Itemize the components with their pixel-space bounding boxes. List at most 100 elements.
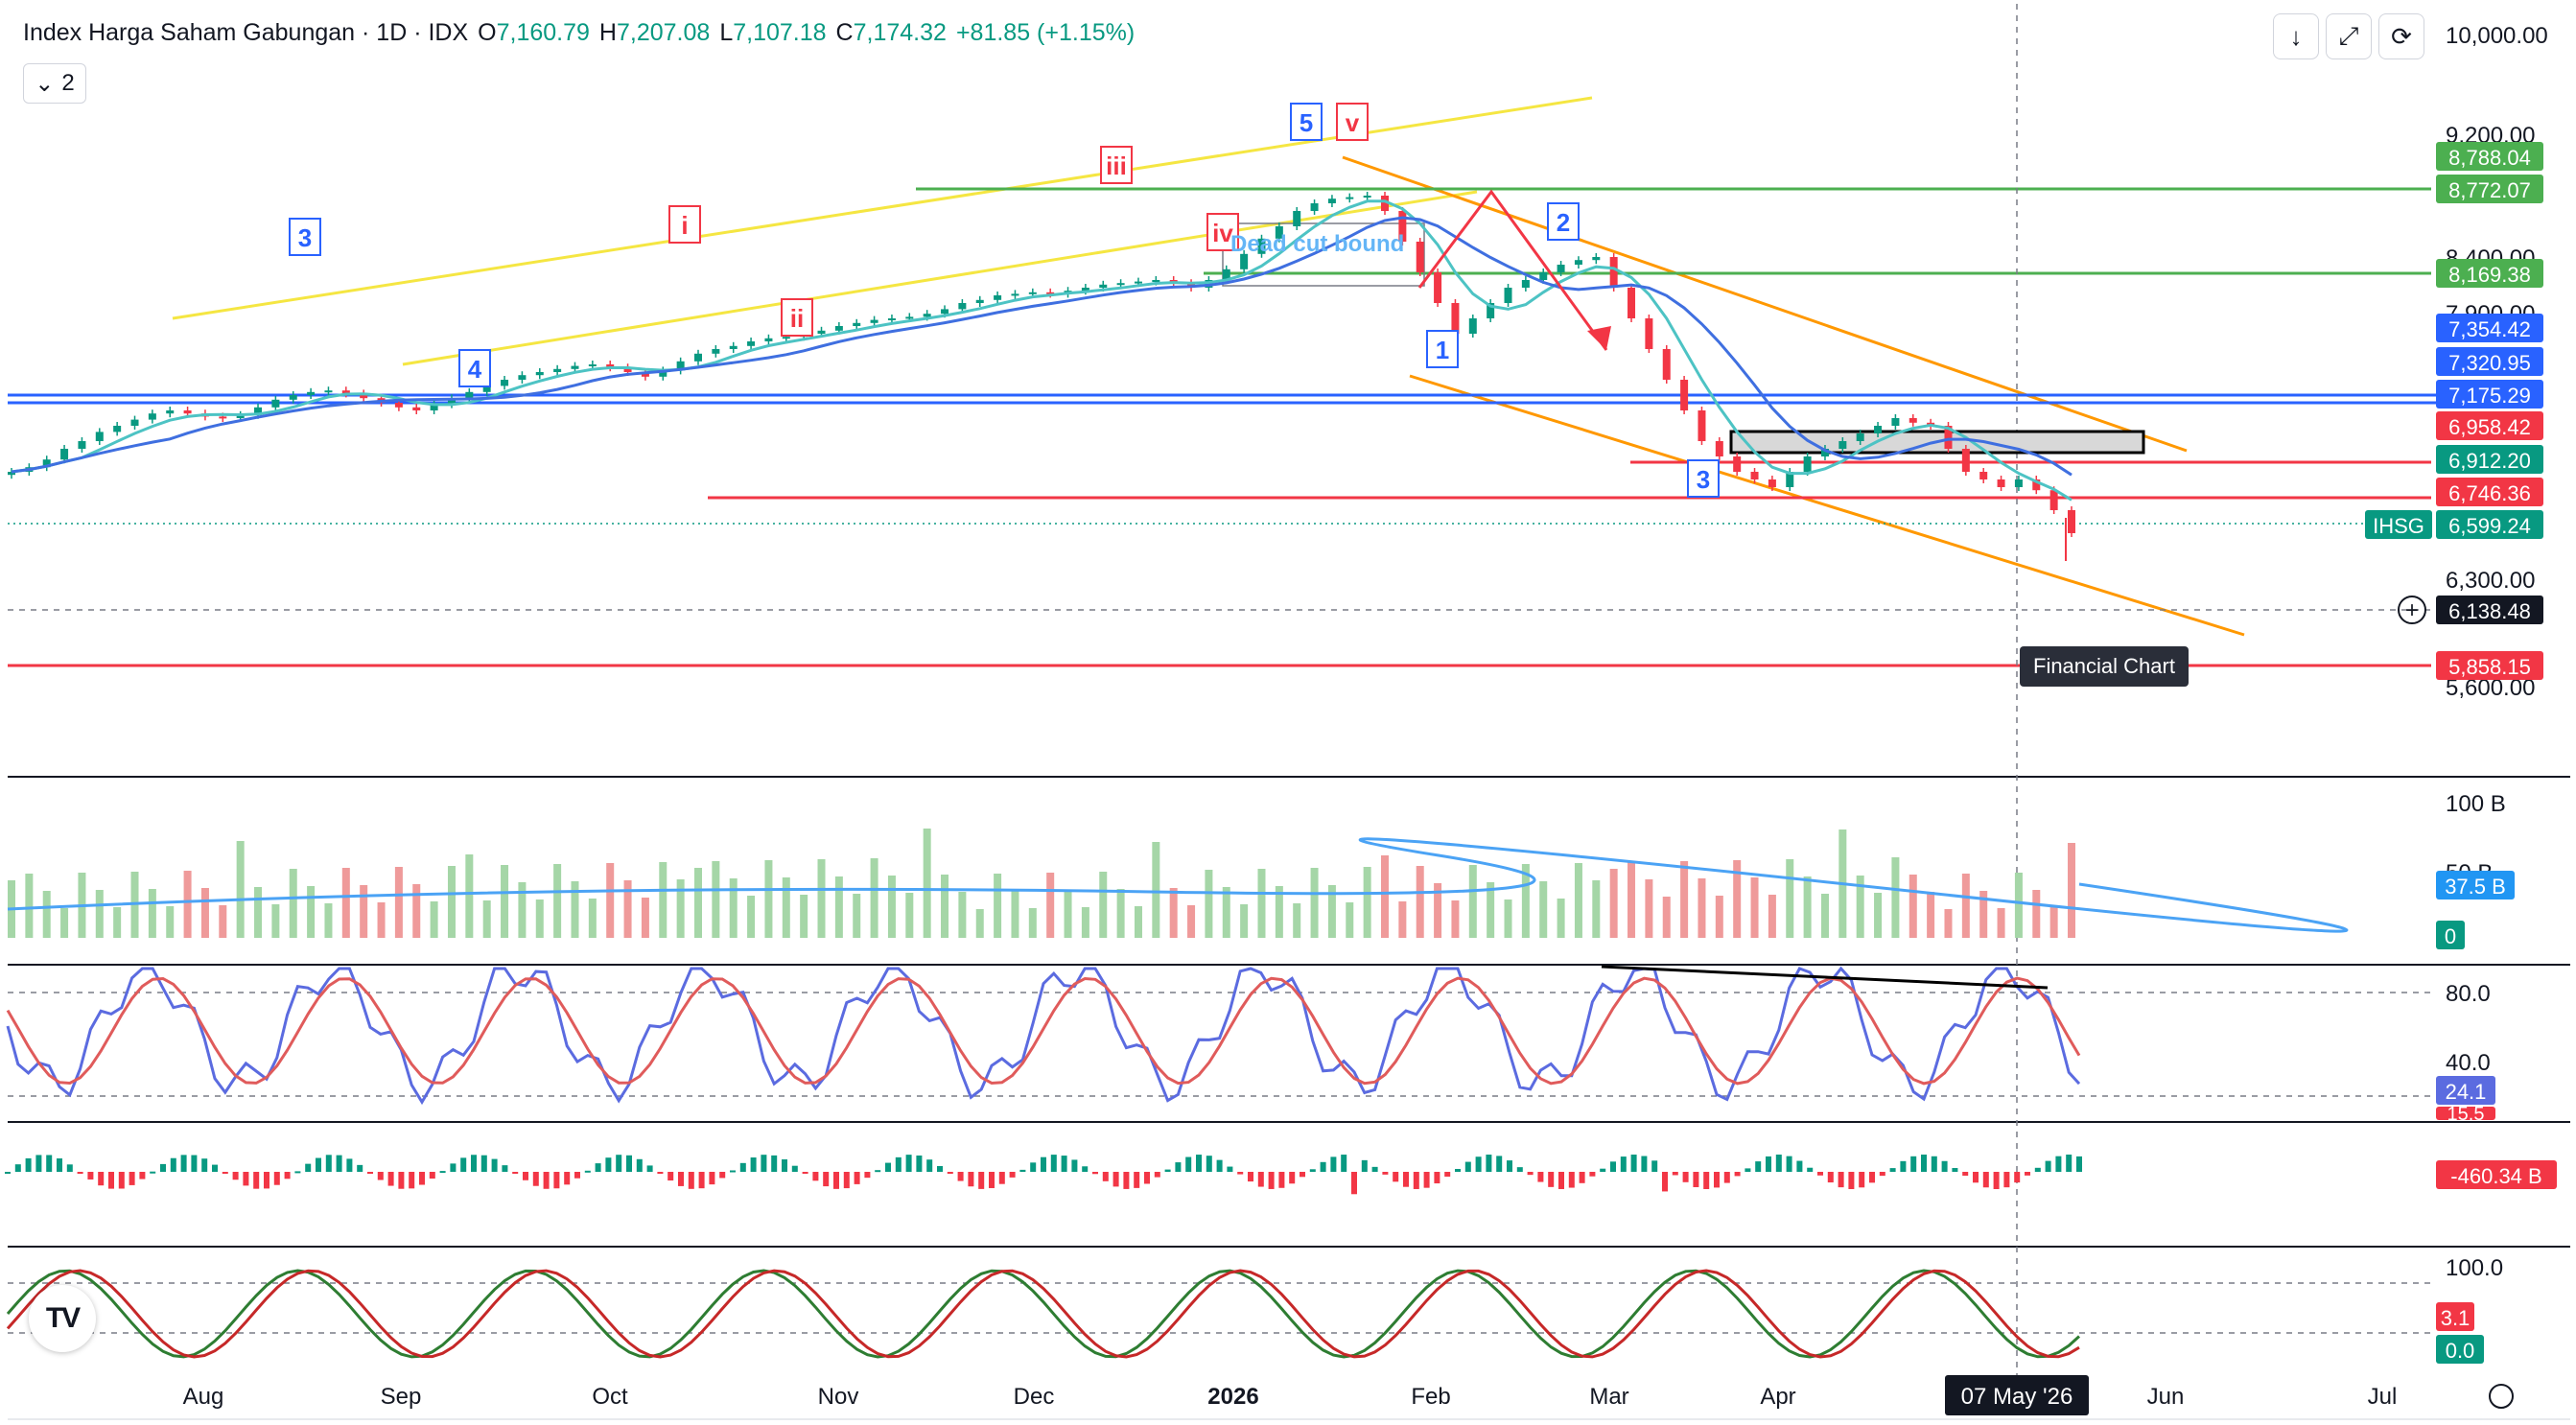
flow-bar: [1755, 1161, 1762, 1172]
indicators-toggle[interactable]: ⌄ 2: [23, 63, 86, 104]
flow-bar: [305, 1163, 312, 1172]
tradingview-logo[interactable]: TV: [29, 1285, 96, 1352]
volume-zero-box: [2436, 921, 2465, 949]
volume-bar: [1416, 866, 1424, 938]
volume-bar: [430, 901, 438, 938]
wave-label: v: [1346, 108, 1360, 137]
candle-body: [465, 391, 474, 399]
flow-bar: [1723, 1172, 1730, 1183]
volume-bar: [1451, 900, 1460, 938]
volume-bar: [1011, 891, 1019, 938]
volume-bar: [1099, 872, 1108, 938]
flow-bar: [1144, 1172, 1150, 1184]
volume-bar: [659, 862, 667, 938]
flow-bar: [905, 1155, 912, 1172]
volume-bar: [1944, 909, 1953, 938]
flow-bar: [667, 1172, 674, 1181]
time-axis-label: Oct: [592, 1384, 628, 1410]
flow-bar: [1537, 1172, 1544, 1182]
flow-bar: [688, 1172, 694, 1189]
dead-cut-bound-label: Dead cut bound: [1230, 231, 1404, 257]
candle-body: [1293, 211, 1301, 226]
volume-bar: [1081, 907, 1089, 938]
candle-body: [501, 380, 509, 386]
fullscreen-button[interactable]: ⤢: [2326, 13, 2372, 59]
volume-bar: [641, 898, 649, 938]
screenshot-button[interactable]: ⟳: [2378, 13, 2424, 59]
flow-bar: [646, 1165, 653, 1172]
candle-body: [1891, 418, 1900, 426]
flow-bar: [1393, 1172, 1399, 1182]
flow-bar: [108, 1172, 114, 1189]
download-button[interactable]: ↓: [2273, 13, 2319, 59]
candle-body: [994, 295, 1002, 300]
volume-bar: [236, 841, 245, 938]
volume-bar: [764, 860, 773, 938]
rsi-value: 24.1: [2446, 1080, 2487, 1104]
volume-bar: [1628, 862, 1636, 938]
volume-bar: [1997, 908, 2005, 938]
candle-body: [975, 299, 984, 303]
flow-bar: [1289, 1172, 1296, 1184]
candle-body: [42, 459, 51, 468]
volume-bar: [360, 885, 368, 938]
flow-bar: [782, 1158, 787, 1172]
time-axis-label: Apr: [1760, 1384, 1795, 1410]
wave-label-box: [1687, 459, 1720, 498]
candle-body: [1557, 265, 1565, 272]
flow-bar: [1962, 1172, 1969, 1177]
volume-bar: [694, 868, 702, 938]
candle-body: [1134, 281, 1142, 284]
flow-bar: [1921, 1155, 1927, 1172]
flow-bar: [1134, 1172, 1140, 1188]
volume-bar: [553, 864, 562, 938]
volume-bar: [1187, 905, 1196, 938]
candle-body: [712, 349, 720, 354]
flow-bar: [698, 1172, 705, 1189]
flow-bar: [191, 1155, 198, 1172]
rsi-value-box: [2436, 1076, 2495, 1105]
flow-bar: [439, 1171, 446, 1174]
volume-bar: [1398, 901, 1407, 938]
candle-body: [1750, 472, 1759, 479]
price-label: 7,320.95: [2448, 351, 2531, 375]
flow-bar: [1516, 1167, 1523, 1172]
flow-bar: [1050, 1155, 1057, 1172]
flow-bar: [1848, 1172, 1855, 1189]
flow-bar: [823, 1172, 830, 1187]
volume-bar: [113, 907, 122, 938]
flow-bar: [1579, 1172, 1585, 1183]
time-axis-label: Jul: [2368, 1384, 2398, 1410]
flow-bar: [1682, 1172, 1689, 1182]
flow-value: -460.34 B: [2450, 1164, 2541, 1188]
flow-bar: [1910, 1156, 1917, 1172]
volume-bar: [501, 865, 509, 938]
volume-bar: [941, 875, 949, 938]
flow-value-box: [2436, 1160, 2557, 1189]
volume-bar: [729, 878, 738, 938]
volume-bar: [1487, 882, 1495, 938]
rsi-axis-label: 40.0: [2446, 1050, 2491, 1076]
flow-bar: [253, 1172, 260, 1189]
flow-bar: [885, 1162, 891, 1172]
symbol-tag: IHSG: [2373, 514, 2424, 538]
flow-bar: [294, 1171, 301, 1174]
flow-bar: [657, 1172, 664, 1174]
flow-bar: [180, 1155, 187, 1172]
volume-bar: [1927, 892, 1935, 938]
flow-bar: [212, 1164, 218, 1172]
wave-label-box: [668, 205, 701, 244]
volume-bar: [1574, 863, 1582, 938]
crosshair-tooltip: Financial Chart: [2020, 646, 2189, 687]
volume-bar: [1768, 895, 1776, 938]
symbol-tag-box: [2365, 510, 2432, 539]
flow-bar: [346, 1158, 353, 1172]
flow-bar: [771, 1155, 778, 1172]
volume-bar: [2049, 907, 2058, 938]
volume-bar: [606, 863, 615, 938]
volume-bar: [1169, 888, 1178, 938]
flow-bar: [605, 1157, 612, 1172]
candle-body: [360, 393, 368, 399]
candle-body: [887, 318, 896, 320]
